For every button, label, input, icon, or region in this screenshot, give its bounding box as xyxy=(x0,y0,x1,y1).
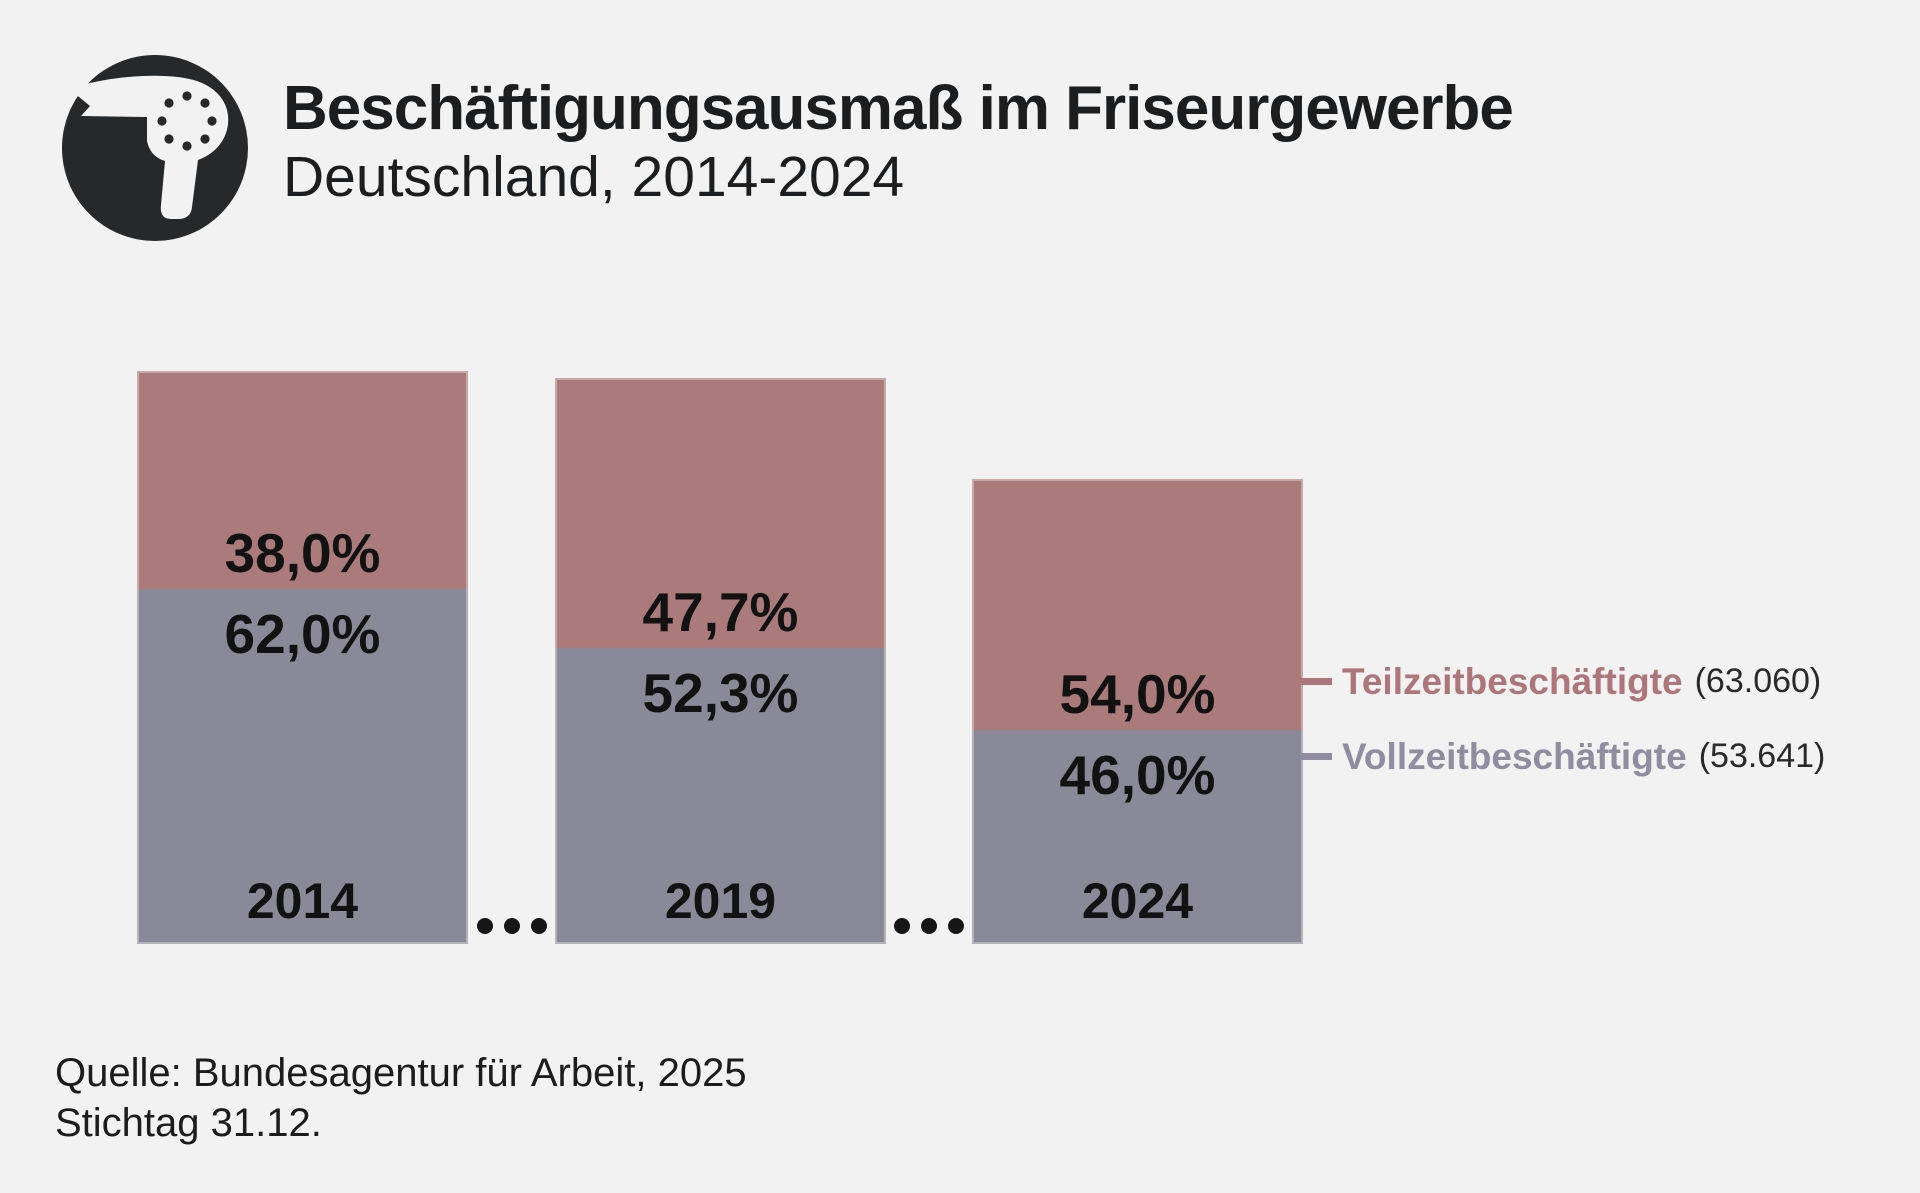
pct-label: 47,7% xyxy=(642,580,799,643)
dot-icon xyxy=(476,918,493,934)
bar-2014: 38,0% 62,0% 2014 xyxy=(137,371,468,944)
segment-vollzeitbeschäftigte-2014: 62,0% 2014 xyxy=(137,588,468,944)
pct-label: 46,0% xyxy=(1059,744,1216,807)
gap-dots xyxy=(894,918,964,934)
legend-dash-icon xyxy=(1300,752,1332,760)
legend-item-vollzeit: Vollzeitbeschäftigte (53.641) xyxy=(1300,734,1825,778)
bar-2019: 47,7% 52,3% 2019 xyxy=(555,378,886,944)
page-subtitle: Deutschland, 2014-2024 xyxy=(283,145,905,209)
legend-label: Vollzeitbeschäftigte xyxy=(1342,735,1687,777)
legend-count: (63.060) xyxy=(1694,662,1822,700)
segment-vollzeitbeschäftigte-2019: 52,3% 2019 xyxy=(555,647,886,944)
segment-teilzeitbeschäftigte-2019: 47,7% xyxy=(555,378,886,648)
year-label: 2019 xyxy=(664,872,777,929)
segment-teilzeitbeschäftigte-2014: 38,0% xyxy=(137,371,468,589)
legend-label: Teilzeitbeschäftigte xyxy=(1342,660,1683,702)
legend-item-teilzeit: Teilzeitbeschäftigte (63.060) xyxy=(1300,659,1821,703)
dot-icon xyxy=(530,918,547,934)
dot-icon xyxy=(921,918,937,934)
page-title: Beschäftigungsausmaß im Friseurgewerbe xyxy=(283,74,1514,143)
legend-dash-icon xyxy=(1300,677,1332,685)
pct-label: 38,0% xyxy=(224,521,381,584)
dot-icon xyxy=(894,918,910,934)
source-note: Quelle: Bundesagentur für Arbeit, 2025 S… xyxy=(55,1048,747,1148)
segment-vollzeitbeschäftigte-2024: 46,0% 2024 xyxy=(972,730,1303,944)
dot-icon xyxy=(948,918,964,934)
segment-teilzeitbeschäftigte-2024: 54,0% xyxy=(972,479,1303,731)
gap-dots xyxy=(476,918,547,934)
pct-label: 52,3% xyxy=(642,661,799,724)
bar-2024: 54,0% 46,0% 2024 xyxy=(972,479,1303,944)
pct-label: 54,0% xyxy=(1059,663,1216,726)
year-label: 2014 xyxy=(246,872,359,929)
source-line-2: Stichtag 31.12. xyxy=(55,1101,322,1145)
hairdryer-icon xyxy=(62,55,248,241)
year-label: 2024 xyxy=(1081,872,1194,929)
logo xyxy=(62,55,248,241)
legend-count: (53.641) xyxy=(1698,737,1826,775)
source-line-1: Quelle: Bundesagentur für Arbeit, 2025 xyxy=(55,1051,747,1095)
dot-icon xyxy=(503,918,520,934)
header: Beschäftigungsausmaß im Friseurgewerbe D… xyxy=(283,74,1514,210)
pct-label: 62,0% xyxy=(224,602,381,665)
